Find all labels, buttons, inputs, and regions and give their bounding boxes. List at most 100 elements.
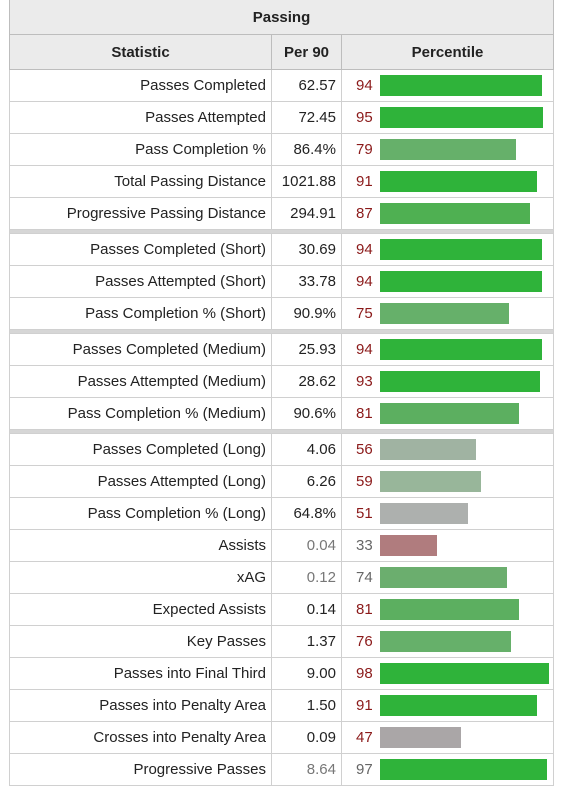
percentile-value: 47 (356, 729, 373, 746)
statistic-cell: Expected Assists (9, 593, 272, 626)
table-row: Pass Completion % (Short) 90.9% 75 (9, 297, 555, 330)
percentile-cell: 81 (340, 593, 555, 626)
statistic-cell: xAG (9, 561, 272, 594)
per90-cell: 72.45 (271, 101, 342, 134)
per90-cell: 64.8% (271, 497, 342, 530)
per90-cell: 30.69 (271, 233, 342, 266)
statistic-cell: Pass Completion % (9, 133, 272, 166)
per90-cell: 90.6% (271, 397, 342, 430)
table-row: Assists 0.04 33 (9, 529, 555, 562)
statistic-cell: Passes Completed (Long) (9, 433, 272, 466)
percentile-cell: 81 (340, 397, 555, 430)
statistic-cell: Passes Attempted (Medium) (9, 365, 272, 398)
passing-stats-table: Passing Statistic Per 90 Percentile Pass… (8, 0, 555, 786)
percentile-bar (380, 727, 461, 748)
percentile-value: 81 (356, 601, 373, 618)
per90-cell: 86.4% (271, 133, 342, 166)
percentile-bar (380, 439, 476, 460)
percentile-bar (380, 239, 542, 260)
per90-cell: 1.50 (271, 689, 342, 722)
percentile-cell: 74 (340, 561, 555, 594)
percentile-cell: 94 (340, 265, 555, 298)
percentile-value: 76 (356, 633, 373, 650)
statistic-cell: Key Passes (9, 625, 272, 658)
percentile-bar (380, 271, 542, 292)
per90-cell: 4.06 (271, 433, 342, 466)
table-row: Progressive Passes 8.64 97 (9, 753, 555, 786)
statistic-cell: Passes Completed (Medium) (9, 333, 272, 366)
table-row: Pass Completion % (Long) 64.8% 51 (9, 497, 555, 530)
percentile-cell: 91 (340, 165, 555, 198)
percentile-cell: 87 (340, 197, 555, 230)
statistic-cell: Pass Completion % (Short) (9, 297, 272, 330)
percentile-value: 94 (356, 241, 373, 258)
statistic-cell: Total Passing Distance (9, 165, 272, 198)
percentile-cell: 97 (340, 753, 555, 786)
per90-cell: 90.9% (271, 297, 342, 330)
percentile-cell: 33 (340, 529, 555, 562)
percentile-cell: 98 (340, 657, 555, 690)
statistic-cell: Crosses into Penalty Area (9, 721, 272, 754)
percentile-bar (380, 303, 509, 324)
percentile-bar (380, 471, 481, 492)
table-caption: Passing (8, 0, 555, 35)
percentile-bar (380, 631, 511, 652)
header-percentile[interactable]: Percentile (340, 34, 555, 70)
per90-cell: 0.04 (271, 529, 342, 562)
per90-cell: 1.37 (271, 625, 342, 658)
percentile-value: 51 (356, 505, 373, 522)
statistic-cell: Passes Completed (Short) (9, 233, 272, 266)
percentile-bar (380, 759, 547, 780)
per90-cell: 8.64 (271, 753, 342, 786)
per90-cell: 294.91 (271, 197, 342, 230)
per90-cell: 25.93 (271, 333, 342, 366)
table-row: Key Passes 1.37 76 (9, 625, 555, 658)
percentile-value: 81 (356, 405, 373, 422)
statistic-cell: Passes into Final Third (9, 657, 272, 690)
percentile-bar (380, 403, 519, 424)
percentile-value: 59 (356, 473, 373, 490)
percentile-cell: 59 (340, 465, 555, 498)
header-per90[interactable]: Per 90 (271, 34, 342, 70)
percentile-value: 74 (356, 569, 373, 586)
percentile-value: 94 (356, 273, 373, 290)
percentile-bar (380, 567, 507, 588)
table-row: Passes into Final Third 9.00 98 (9, 657, 555, 690)
statistic-cell: Progressive Passes (9, 753, 272, 786)
table-row: Crosses into Penalty Area 0.09 47 (9, 721, 555, 754)
percentile-bar (380, 139, 516, 160)
per90-cell: 0.12 (271, 561, 342, 594)
table-row: Expected Assists 0.14 81 (9, 593, 555, 626)
table-row: Pass Completion % (Medium) 90.6% 81 (9, 397, 555, 430)
per90-cell: 0.09 (271, 721, 342, 754)
table-row: Passes Attempted (Medium) 28.62 93 (9, 365, 555, 398)
statistic-cell: Pass Completion % (Medium) (9, 397, 272, 430)
percentile-bar (380, 75, 542, 96)
percentile-cell: 94 (340, 233, 555, 266)
percentile-value: 91 (356, 697, 373, 714)
percentile-bar (380, 663, 549, 684)
header-statistic[interactable]: Statistic (9, 34, 272, 70)
percentile-cell: 76 (340, 625, 555, 658)
percentile-value: 33 (356, 537, 373, 554)
percentile-value: 91 (356, 173, 373, 190)
percentile-cell: 95 (340, 101, 555, 134)
table-row: Passes Completed (Long) 4.06 56 (9, 433, 555, 466)
statistic-cell: Passes Completed (9, 69, 272, 102)
table-row: Passes into Penalty Area 1.50 91 (9, 689, 555, 722)
percentile-value: 95 (356, 109, 373, 126)
statistic-cell: Progressive Passing Distance (9, 197, 272, 230)
percentile-value: 79 (356, 141, 373, 158)
per90-cell: 0.14 (271, 593, 342, 626)
percentile-bar (380, 203, 530, 224)
statistic-cell: Pass Completion % (Long) (9, 497, 272, 530)
per90-cell: 1021.88 (271, 165, 342, 198)
per90-cell: 33.78 (271, 265, 342, 298)
table-row: Passes Completed (Short) 30.69 94 (9, 233, 555, 266)
percentile-value: 56 (356, 441, 373, 458)
table-row: Total Passing Distance 1021.88 91 (9, 165, 555, 198)
percentile-bar (380, 371, 540, 392)
statistic-cell: Passes Attempted (Short) (9, 265, 272, 298)
table-row: xAG 0.12 74 (9, 561, 555, 594)
percentile-bar (380, 339, 542, 360)
